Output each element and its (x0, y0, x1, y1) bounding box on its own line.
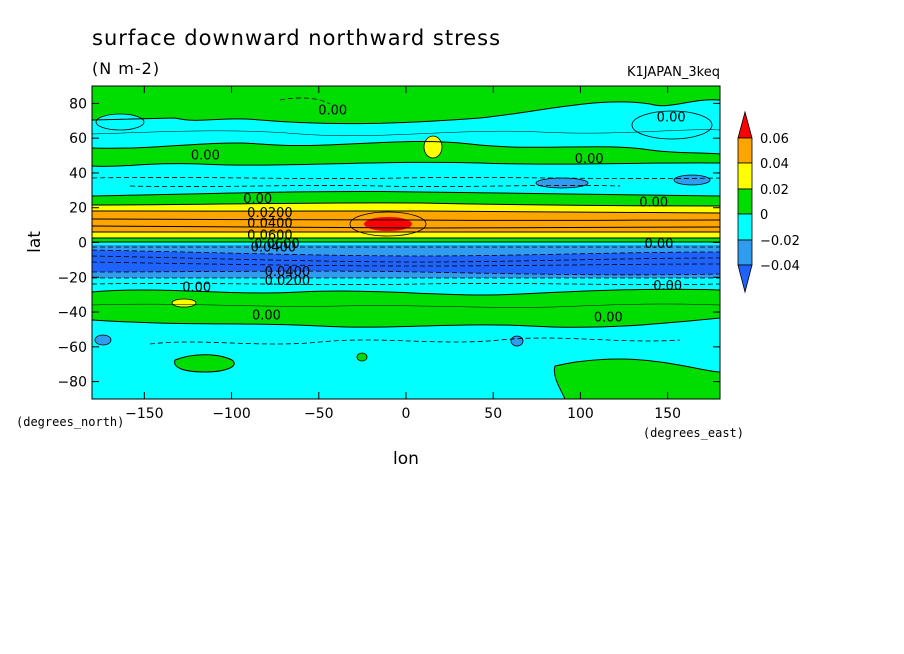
y-axis-label: lat (25, 231, 45, 253)
colorbar-tick-label: −0.04 (760, 259, 800, 274)
contour-labels: 0.00 0.000.00 0.000.000.02000.04000.000.06… (182, 103, 685, 325)
patch-yellow-greenland (423, 135, 443, 159)
contour-label: 0.0200 (265, 274, 311, 289)
contour-label: 0.00 (243, 192, 272, 207)
y-ticks: −80 −60 −40 −20 0 20 40 60 80 (57, 96, 720, 391)
contour-label: 0.0400 (251, 241, 297, 256)
x-unit-label: (degrees_east) (643, 426, 744, 440)
patch-yellow-south (171, 298, 197, 308)
contour-label: 0.0400 (247, 216, 293, 231)
x-axis-label: lon (393, 449, 419, 469)
contour-label: 0.0200 (247, 206, 293, 221)
patch-cyan-arctic (631, 110, 713, 140)
x-tick-label: 50 (484, 406, 502, 422)
patch-cyan-arctic-w (95, 113, 145, 131)
colorbar-tick-label: 0 (760, 208, 768, 223)
x-tick-label: −50 (304, 406, 334, 422)
patch-lightblue-s1 (94, 334, 112, 346)
y-tick-label: 40 (69, 166, 87, 182)
plot-area: 0.00 0.000.00 0.000.000.02000.04000.000.06… (92, 86, 720, 399)
contour-label: 0.00 (594, 310, 623, 325)
y-tick-label: −60 (57, 340, 87, 356)
x-tick-label: −100 (212, 406, 250, 422)
patch-lightblue-n2 (673, 174, 711, 186)
colorbar-top-arrow (737, 110, 753, 139)
contour-label: 0.00 (639, 196, 668, 211)
patch-lightblue-n1 (535, 177, 589, 189)
contour-label: 0.00 (252, 309, 281, 324)
y-tick-label: −80 (57, 375, 87, 391)
contour-label: 0.0400 (265, 265, 311, 280)
x-ticks: −150 −100 −50 0 50 100 150 (125, 86, 681, 422)
contour-label: 0.0600 (247, 229, 293, 244)
contour-lines (92, 99, 720, 399)
contour-label: 0.00 (318, 103, 347, 118)
contour-label: 0.00 (657, 110, 686, 125)
patch-lightblue-s2 (510, 335, 524, 347)
patch-red-tropic (364, 217, 412, 231)
band-green-south-mid (92, 289, 720, 328)
y-tick-label: 0 (78, 236, 87, 252)
colorbar-swatch-yellow (737, 162, 753, 190)
colorbar: 0.06 0.04 0.02 0 −0.02 −0.04 (737, 110, 800, 294)
colorbar-tick-label: 0.04 (760, 157, 789, 172)
contour-lines-dashed (92, 97, 720, 345)
colorbar-swatch-green (737, 188, 753, 215)
colorbar-labels: 0.06 0.04 0.02 0 −0.02 −0.04 (760, 132, 800, 274)
colorbar-swatch-orange (737, 137, 753, 164)
chart-title: surface downward northward stress (92, 26, 501, 50)
contour-label: 0.00 (182, 281, 211, 296)
contour-lines-thin (92, 129, 720, 308)
y-tick-label: 60 (69, 131, 87, 147)
band-green-arctic (92, 86, 720, 124)
x-tick-label: 150 (654, 406, 681, 422)
y-tick-label: −20 (57, 270, 87, 286)
chart-units: (N m-2) (92, 59, 160, 78)
band-darkblue-s (92, 250, 720, 275)
x-tick-label: −150 (125, 406, 163, 422)
colorbar-tick-label: 0.02 (760, 183, 789, 198)
patch-green-antarctic-1 (174, 354, 235, 372)
colorbar-swatch-cyan (737, 213, 753, 241)
colorbar-tick-label: −0.02 (760, 234, 800, 249)
x-tick-label: 100 (567, 406, 594, 422)
patch-green-s-small (356, 352, 368, 362)
colorbar-tick-label: 0.06 (760, 132, 789, 147)
run-label: K1JAPAN_3keq (627, 65, 720, 80)
contour-label: 0.00 (191, 149, 220, 164)
y-unit-label: (degrees_north) (16, 415, 124, 429)
band-green-north-mid (92, 141, 720, 167)
contour-label: 0.00 (644, 237, 673, 252)
y-tick-label: 20 (69, 201, 87, 217)
y-tick-label: −40 (57, 305, 87, 321)
colorbar-swatch-lightblue (737, 239, 753, 266)
contour-label: 0.0600 (254, 237, 300, 252)
colorbar-bottom-arrow (737, 264, 753, 294)
y-tick-label: 80 (69, 96, 87, 112)
x-tick-label: 0 (402, 406, 411, 422)
patch-orange-halo (349, 211, 427, 237)
contour-label: 0.00 (575, 152, 604, 167)
contour-label: 0.00 (653, 279, 682, 294)
patch-green-antarctic-2 (554, 359, 720, 399)
